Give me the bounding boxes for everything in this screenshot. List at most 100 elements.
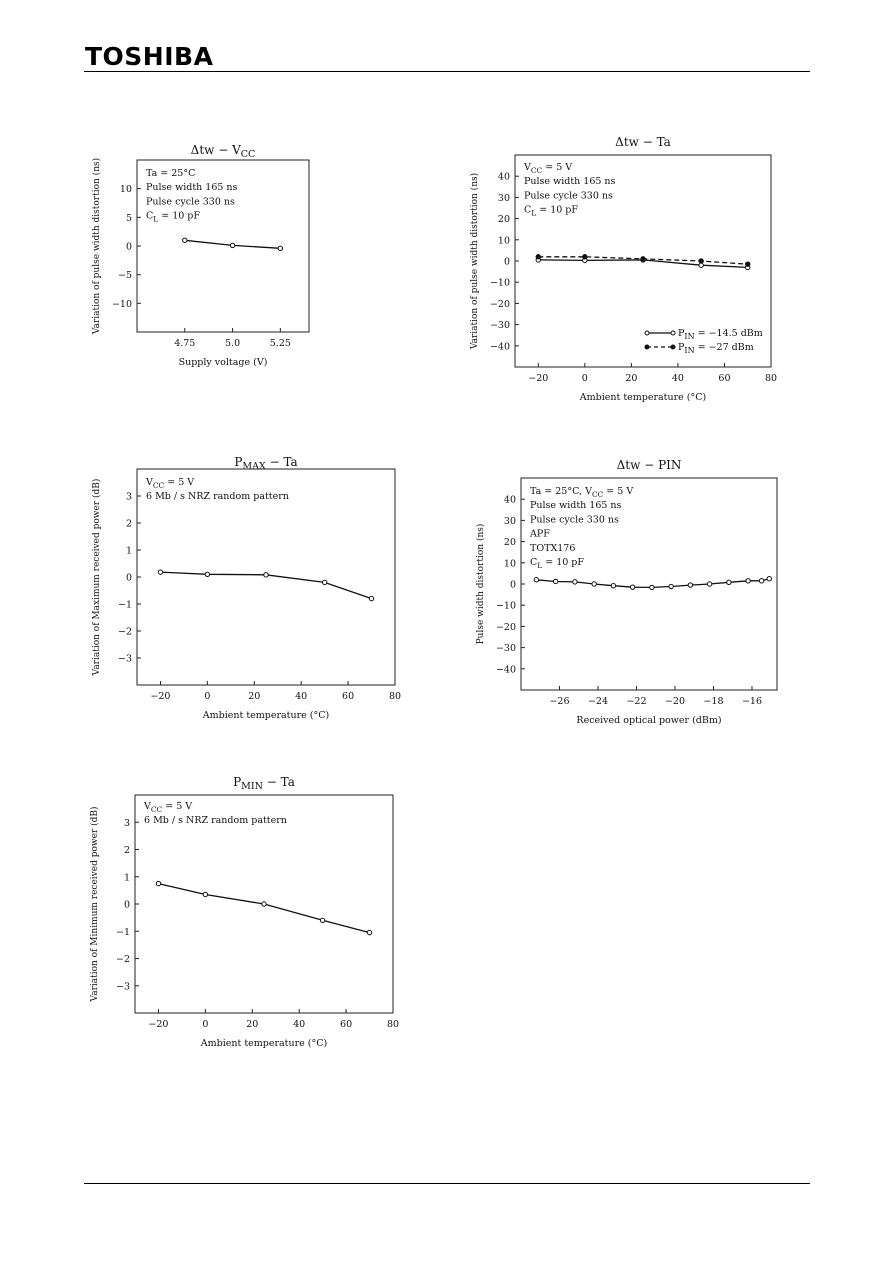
chart-note: TOTX176 (530, 543, 575, 554)
y-tick-label: 2 (124, 845, 130, 856)
title-main: Δtw (615, 135, 639, 149)
chart-note: CL = 10 pF (530, 557, 584, 570)
chart-note: Pulse width 165 ns (146, 182, 238, 193)
note-text: 6 Mb / s NRZ random pattern (146, 491, 289, 502)
x-tick-label: 80 (765, 373, 777, 384)
y-tick-label: 0 (124, 900, 130, 911)
chart-note: 6 Mb / s NRZ random pattern (144, 815, 287, 826)
note-text: V (143, 801, 151, 812)
y-axis-label: Variation of pulse width distortion (ns) (469, 173, 480, 350)
x-tick-label: 0 (204, 691, 210, 702)
text-rest: = 10 pF (542, 557, 584, 568)
chart-note: Pulse cycle 330 ns (530, 514, 619, 525)
note-text: Pulse width 165 ns (524, 176, 616, 187)
data-point (366, 929, 373, 936)
chart-title: Δtw − VCC (191, 143, 256, 160)
x-tick-label: 5.0 (225, 338, 240, 349)
data-point (745, 261, 751, 267)
series-line (536, 578, 770, 589)
y-axis-label: Variation of pulse width distortion (ns) (91, 158, 102, 335)
title-var: Ta (657, 135, 671, 149)
subscript: CC (531, 166, 543, 175)
chart-note: CL = 10 pF (146, 211, 200, 224)
y-tick-label: 0 (126, 242, 132, 253)
data-point (533, 577, 540, 583)
x-tick-label: 40 (672, 373, 684, 384)
data-point (758, 578, 765, 584)
chart-title: PMAX − Ta (234, 455, 297, 472)
x-tick-label: −22 (626, 696, 646, 707)
legend-label-sub: IN (684, 346, 694, 355)
title-main: Δtw (191, 143, 215, 157)
legend-label-post: = −14.5 dBm (695, 328, 763, 339)
x-tick-label: 80 (387, 1019, 399, 1030)
y-tick-label: 0 (504, 257, 510, 268)
y-tick-label: −10 (112, 299, 132, 310)
subscript: CC (153, 481, 165, 490)
series-line (158, 882, 370, 934)
x-axis-label: Received optical power (dBm) (576, 715, 721, 726)
x-tick-label: 40 (295, 691, 307, 702)
data-point (591, 581, 597, 587)
title-var-sub: CC (241, 149, 256, 160)
y-tick-label: −3 (116, 981, 130, 992)
title-sep: − (640, 458, 658, 472)
legend-marker (644, 344, 650, 350)
y-tick-label: −30 (496, 643, 516, 654)
y-axis-label: Variation of Minimum received power (dB) (89, 807, 100, 1003)
x-tick-label: −20 (148, 1019, 168, 1030)
note-text: APF (529, 529, 550, 540)
y-tick-label: −30 (490, 320, 510, 331)
subscript: CC (151, 805, 163, 814)
x-tick-label: −20 (665, 696, 685, 707)
data-point (745, 578, 751, 584)
note-text: Pulse width 165 ns (146, 182, 238, 193)
chart-note: CL = 10 pF (524, 205, 578, 218)
title-sep: − (639, 135, 657, 149)
y-tick-label: 10 (120, 184, 132, 195)
data-point (229, 242, 236, 249)
title-var: PIN (658, 458, 681, 472)
data-point (552, 578, 559, 585)
x-tick-label: −26 (549, 696, 569, 707)
data-point (698, 262, 704, 268)
data-point (726, 579, 732, 586)
legend-label-pre: P (678, 342, 685, 353)
x-tick-label: 5.25 (270, 338, 291, 349)
title-sep: − (266, 455, 284, 469)
chart-title: PMIN − Ta (233, 775, 295, 792)
toshiba-logo: TOSHIBA (85, 42, 214, 71)
chart-title: Δtw − PIN (617, 458, 682, 472)
y-tick-label: −40 (490, 341, 510, 352)
x-tick-label: 60 (342, 691, 354, 702)
y-tick-label: 20 (498, 214, 510, 225)
data-point (668, 583, 674, 590)
header-rule (84, 71, 810, 72)
chart-note: 6 Mb / s NRZ random pattern (146, 491, 289, 502)
y-tick-label: 20 (504, 537, 516, 548)
y-tick-label: 3 (126, 492, 132, 503)
title-var: Ta (283, 455, 297, 469)
chart-dtw-vcc: Δtw − VCC Ta = 25°C Pulse width 165 ns Puls… (91, 143, 310, 368)
note-text: 6 Mb / s NRZ random pattern (144, 815, 287, 826)
y-tick-label: 0 (510, 580, 516, 591)
y-tick-label: −2 (116, 954, 130, 965)
x-tick-label: 20 (248, 691, 260, 702)
data-point (572, 579, 578, 585)
data-point (640, 256, 646, 262)
x-tick-label: −18 (703, 696, 723, 707)
note-text: V (145, 477, 153, 488)
x-tick-label: 4.75 (174, 338, 195, 349)
y-tick-label: −5 (118, 270, 132, 281)
note-text: V (523, 162, 531, 173)
data-point (582, 254, 588, 260)
legend-label-post: = −27 dBm (695, 342, 754, 353)
y-axis-label: Variation of Maximum received power (dB) (91, 479, 102, 677)
note-text: Ta = 25°C, V (530, 486, 592, 497)
note-text: C (530, 557, 537, 568)
data-point (629, 584, 636, 590)
data-point (535, 254, 541, 260)
x-axis-label: Ambient temperature (°C) (200, 1038, 327, 1049)
title-main-sub: MIN (241, 781, 263, 792)
